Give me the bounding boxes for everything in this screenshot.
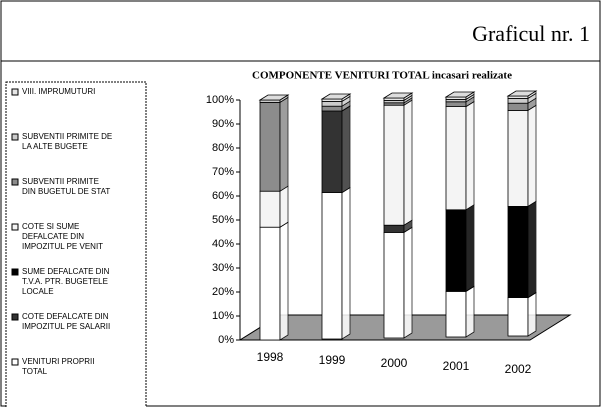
y-tick-label: 90% bbox=[212, 118, 234, 130]
legend-label: VENITURI PROPRII TOTAL bbox=[22, 357, 94, 376]
x-tick-label: 2002 bbox=[505, 362, 532, 376]
bar-segment bbox=[507, 102, 529, 111]
bar-segment bbox=[507, 98, 529, 104]
bar-segment bbox=[507, 205, 529, 298]
legend-label: SUBVENTII PRIMITE DIN BUGETUL DE STAT bbox=[22, 177, 110, 196]
x-tick-label: 2001 bbox=[443, 359, 470, 373]
legend-label: COTE DEFALCATE DIN IMPOZITUL PE SALARII bbox=[22, 312, 110, 331]
bar-top bbox=[258, 94, 290, 101]
legend-swatch bbox=[11, 223, 19, 231]
bar-side bbox=[279, 221, 289, 341]
bar-segment bbox=[259, 190, 281, 228]
bar-side bbox=[465, 100, 475, 211]
legend-swatch bbox=[11, 268, 19, 276]
y-tick-label: 50% bbox=[212, 214, 234, 226]
legend-swatch bbox=[11, 358, 19, 366]
y-tick-label: 10% bbox=[212, 310, 234, 322]
bar-segment bbox=[259, 102, 281, 192]
bar-segment bbox=[507, 297, 529, 337]
bar-side bbox=[341, 186, 351, 340]
header-box bbox=[0, 0, 601, 62]
bar-side bbox=[527, 200, 537, 299]
bar-segment bbox=[507, 110, 529, 207]
y-tick-label: 40% bbox=[212, 238, 234, 250]
bar-segment bbox=[259, 226, 281, 341]
legend-swatch bbox=[11, 88, 19, 96]
bar-segment bbox=[445, 209, 467, 292]
bar-side bbox=[279, 185, 289, 228]
y-tick-label: 0% bbox=[218, 334, 234, 346]
legend-label: VIII. IMPRUMUTURI bbox=[22, 87, 95, 96]
x-tick-label: 1999 bbox=[319, 353, 346, 367]
y-tick-label: 100% bbox=[206, 94, 234, 106]
bar-segment bbox=[383, 224, 405, 233]
y-tick-label: 20% bbox=[212, 286, 234, 298]
bar-segment bbox=[321, 101, 343, 107]
bar-side bbox=[341, 105, 351, 194]
bar-segment bbox=[321, 110, 343, 193]
y-tick-label: 70% bbox=[212, 166, 234, 178]
y-tick-label: 30% bbox=[212, 262, 234, 274]
chart-title: COMPONENTE VENITURI TOTAL incasari reali… bbox=[252, 70, 512, 82]
bar-side bbox=[403, 226, 413, 339]
bar-side bbox=[527, 104, 537, 208]
bar-top bbox=[444, 91, 476, 98]
bar-segment bbox=[321, 192, 343, 340]
legend-label: SUME DEFALCATE DIN T.V.A. PTR. BUGETELE LO… bbox=[22, 267, 110, 296]
bar-segment bbox=[445, 101, 467, 108]
bar-segment bbox=[445, 290, 467, 338]
bar-top bbox=[506, 90, 538, 97]
x-tick-label: 1998 bbox=[257, 350, 284, 364]
bar-side bbox=[527, 291, 537, 337]
legend-swatch bbox=[11, 133, 19, 141]
bar-side bbox=[465, 204, 475, 293]
legend-label: SUBVENTII PRIMITE DE LA ALTE BUGETE bbox=[22, 132, 112, 151]
header-title: Graficul nr. 1 bbox=[472, 21, 590, 46]
bar-segment bbox=[321, 105, 343, 112]
bar-side bbox=[465, 285, 475, 338]
x-tick-label: 2000 bbox=[381, 356, 408, 370]
bar-top bbox=[320, 93, 352, 100]
legend-label: COTE SI SUME DEFALCATE DIN IMPOZITUL PE VE… bbox=[22, 222, 103, 251]
bar-segment bbox=[445, 106, 467, 211]
y-tick-label: 60% bbox=[212, 190, 234, 202]
bar-segment bbox=[383, 231, 405, 339]
legend-swatch bbox=[11, 178, 19, 186]
bar-side bbox=[403, 99, 413, 226]
y-tick-label: 80% bbox=[212, 142, 234, 154]
bar-top bbox=[382, 92, 414, 99]
bar-side bbox=[279, 96, 289, 192]
bar-segment bbox=[383, 104, 405, 226]
legend-box bbox=[5, 81, 147, 412]
legend-swatch bbox=[11, 313, 19, 321]
